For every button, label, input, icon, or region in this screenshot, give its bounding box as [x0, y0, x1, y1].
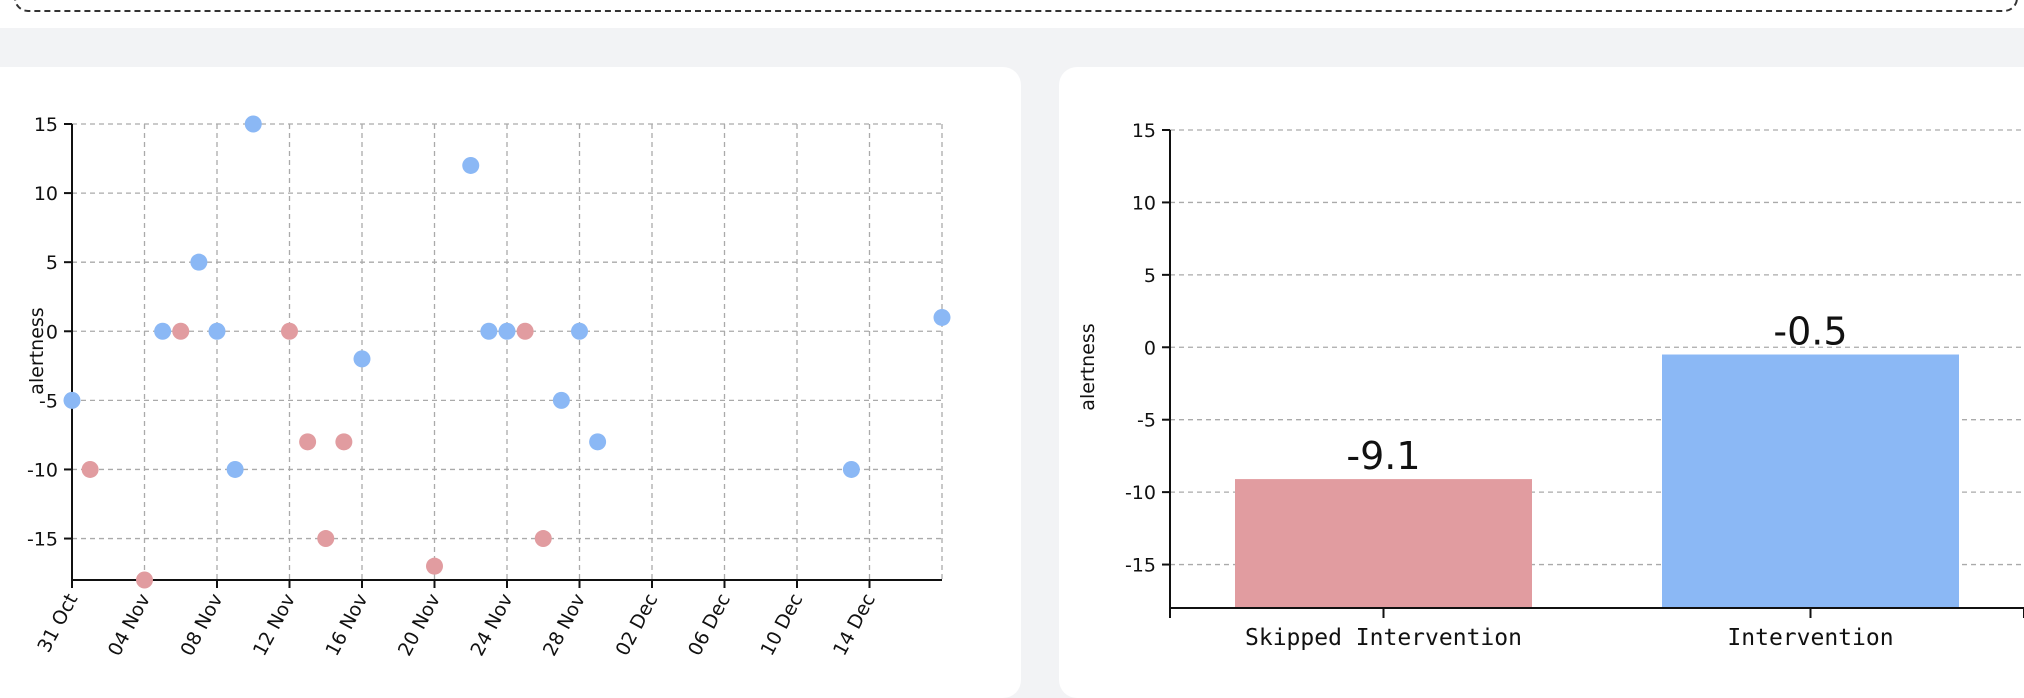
- scatter-chart-card: 31 Oct 04 Nov 08 Nov 12 Nov 16 Nov 20 Nov 24 N…: [0, 67, 1021, 698]
- y-tick-label: 15: [1132, 120, 1156, 142]
- scatter-point: [190, 253, 208, 271]
- y-tick-label: -5: [1137, 410, 1156, 432]
- scatter-point: [317, 530, 335, 548]
- scatter-point: [299, 433, 317, 451]
- bar-chart-card: 15 10 5 0 -5 -10 -15 -9.1 Skipped Intervention -0…: [1059, 67, 2024, 698]
- scatter-point: [136, 571, 153, 589]
- y-axis-title: alertness: [1077, 323, 1099, 410]
- bar-value-label: -0.5: [1773, 310, 1847, 354]
- scatter-point: [571, 322, 588, 340]
- x-tick-label: 04 Nov: [104, 590, 155, 660]
- scatter-point: [208, 322, 226, 340]
- x-tick-label: 12 Nov: [249, 590, 300, 660]
- x-tick-label: 08 Nov: [176, 590, 227, 660]
- scatter-point: [154, 322, 172, 340]
- x-tick-label: Intervention: [1727, 625, 1893, 651]
- x-tick-label: 24 Nov: [466, 590, 517, 660]
- y-tick-label: 5: [46, 252, 58, 274]
- y-tick-label: 10: [1132, 192, 1156, 214]
- bar: [1662, 354, 1959, 608]
- bar-chart: 15 10 5 0 -5 -10 -15 -9.1 Skipped Intervention -0…: [1077, 120, 2024, 651]
- x-tick-label: 16 Nov: [321, 590, 372, 660]
- dashed-frame: [14, 0, 2018, 12]
- x-tick-label: 02 Dec: [612, 590, 663, 659]
- bar: [1235, 479, 1532, 608]
- y-tick-label: -15: [27, 529, 58, 551]
- scatter-point: [552, 391, 570, 409]
- scatter-point: [480, 322, 498, 340]
- scatter-point: [498, 322, 516, 340]
- scatter-point: [63, 391, 81, 409]
- y-tick-label: 0: [46, 321, 58, 343]
- x-tick-label: 28 Nov: [539, 590, 590, 660]
- y-axis-title: alertness: [26, 307, 48, 394]
- x-tick-label: 31 Oct: [33, 590, 82, 656]
- scatter-chart: 31 Oct 04 Nov 08 Nov 12 Nov 16 Nov 20 Nov 24 N…: [26, 114, 951, 660]
- x-tick-label: 06 Dec: [684, 590, 735, 659]
- scatter-point: [353, 350, 371, 368]
- y-tick-label: -15: [1125, 555, 1156, 577]
- scatter-point: [426, 557, 443, 575]
- y-tick-label: 5: [1144, 265, 1156, 287]
- bar-value-label: -9.1: [1346, 434, 1420, 478]
- scatter-point: [842, 460, 860, 478]
- x-tick-label: 14 Dec: [829, 590, 880, 659]
- scatter-point: [172, 322, 190, 340]
- y-tick-label: 0: [1144, 337, 1156, 359]
- scatter-point: [462, 156, 480, 174]
- scatter-point: [933, 308, 951, 326]
- x-tick-label: 20 Nov: [394, 590, 445, 660]
- top-panel: [0, 0, 2024, 28]
- scatter-point: [516, 322, 534, 340]
- scatter-point: [534, 530, 552, 548]
- y-tick-label: -5: [39, 390, 58, 412]
- scatter-point: [335, 433, 353, 451]
- y-tick-label: 15: [34, 114, 58, 136]
- x-tick-label: Skipped Intervention: [1245, 625, 1522, 651]
- scatter-point: [589, 433, 607, 451]
- scatter-point: [244, 115, 262, 133]
- scatter-point: [81, 460, 99, 478]
- x-tick-label: 10 Dec: [757, 590, 808, 659]
- y-tick-label: -10: [1125, 482, 1156, 504]
- scatter-point: [226, 460, 244, 478]
- y-tick-label: -10: [27, 459, 58, 481]
- scatter-point: [281, 322, 298, 340]
- y-tick-label: 10: [34, 183, 58, 205]
